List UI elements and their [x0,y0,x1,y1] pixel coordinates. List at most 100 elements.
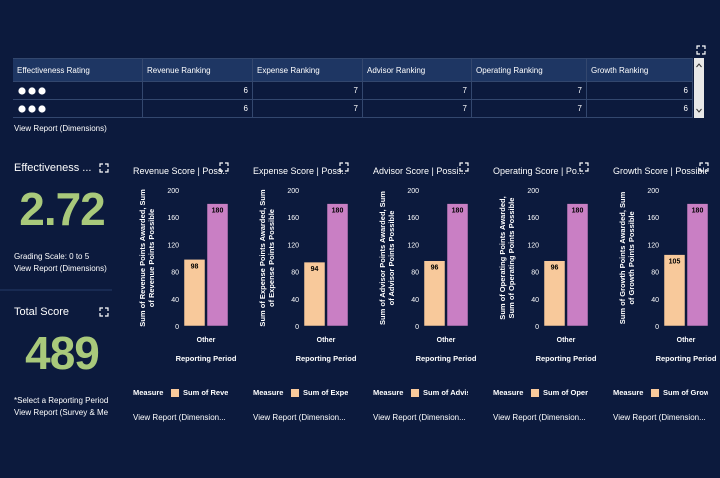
legend-title: Measure [253,388,284,397]
y-tick-label: 200 [527,188,539,195]
bar [663,254,686,327]
table-cell: 6 [143,82,253,100]
y-axis-label: Sum of Growth Points Awarded, Sum of Gro… [618,191,636,325]
legend-entry: Sum of Advis [423,388,468,397]
bar-label: 98 [191,263,199,270]
table-cell: 7 [363,100,472,118]
legend-swatch [291,389,299,397]
y-tick-label: 160 [167,215,179,222]
legend-title: Measure [133,388,164,397]
y-tick-label: 200 [647,188,659,195]
bar-label: 180 [452,208,464,215]
y-tick-label: 40 [531,297,539,304]
y-tick-label: 160 [647,215,659,222]
x-tick-label: Other [437,337,456,344]
table-cell: 6 [587,100,693,118]
expand-icon [699,162,709,172]
y-tick-label: 160 [527,215,539,222]
y-tick-label: 200 [167,188,179,195]
x-tick-label: Other [317,337,336,344]
legend-entry: Sum of Grow [663,388,708,397]
bar [566,203,589,327]
rating-dot [18,105,26,113]
y-tick-label: 120 [647,242,659,249]
y-tick-label: 200 [287,188,299,195]
table-header: Expense Ranking [253,58,363,82]
y-tick-label: 80 [291,270,299,277]
y-axis-label: Sum of Revenue Points Awarded, Sum of Re… [138,189,156,327]
chart-link[interactable]: View Report (Dimension... [493,413,586,422]
chart-link[interactable]: View Report (Dimension... [253,413,346,422]
y-tick-label: 0 [535,324,539,331]
bar-label: 105 [669,259,681,266]
x-axis-label: Reporting Period [175,354,237,363]
y-tick-label: 120 [407,242,419,249]
bar [206,203,229,327]
rating-dot [18,87,26,95]
y-tick-label: 120 [167,242,179,249]
chart-title: Advisor Score | Possi... [373,166,466,176]
table-cell: 6 [143,100,253,118]
bar-label: 180 [692,208,704,215]
bar [686,203,709,327]
bar [326,203,349,327]
chart-link[interactable]: View Report (Dimension... [373,413,466,422]
table-header: Growth Ranking [587,58,693,82]
x-axis-label: Reporting Period [655,354,717,363]
rating-dot [38,105,46,113]
kpi-note: *Select a Reporting Period [14,396,109,405]
table-cell: 7 [472,82,587,100]
legend-entry: Sum of Opera [543,388,588,397]
x-tick-label: Other [197,337,216,344]
bar [303,261,326,327]
expand-icon [99,163,109,173]
expand-icon [339,162,349,172]
x-axis-label: Reporting Period [295,354,357,363]
table-header: Revenue Ranking [143,58,253,82]
y-tick-label: 40 [411,297,419,304]
bar [183,259,206,327]
rating-dot [38,87,46,95]
expand-icon [696,45,706,55]
chart-title: Operating Score | Po... [493,166,585,176]
chart-link[interactable]: View Report (Dimension... [613,413,706,422]
x-tick-label: Other [677,337,696,344]
table-header: Advisor Ranking [363,58,472,82]
y-axis-label: Sum of Operating Points Awarded, Sum of … [498,196,516,320]
y-axis-label: Sum of Advisor Points Awarded, Sum of Ad… [378,191,396,325]
table-header: Effectiveness Rating [13,58,143,82]
kpi-value: 489 [25,327,100,379]
table-cell: 6 [587,82,693,100]
kpi-link[interactable]: View Report (Survey & Met [14,408,108,417]
scroll-down [696,108,702,113]
rating-cell [13,100,143,118]
kpi-note: Grading Scale: 0 to 5 [14,252,90,261]
expand-icon [459,162,469,172]
kpi-value: 2.72 [19,183,106,235]
table-cell: 7 [472,100,587,118]
legend-title: Measure [373,388,404,397]
chart-link[interactable]: View Report (Dimension... [133,413,226,422]
y-tick-label: 80 [411,270,419,277]
table-cell: 7 [253,82,363,100]
y-tick-label: 80 [531,270,539,277]
bar [543,260,566,327]
table-link[interactable]: View Report (Dimensions) [14,124,107,133]
bar-label: 96 [431,265,439,272]
legend-title: Measure [493,388,524,397]
y-tick-label: 0 [655,324,659,331]
x-axis-label: Reporting Period [535,354,597,363]
y-tick-label: 120 [287,242,299,249]
bar-label: 180 [572,208,584,215]
chart-title: Expense Score | Poss... [253,166,347,176]
legend-swatch [411,389,419,397]
y-tick-label: 80 [171,270,179,277]
table-cell: 7 [253,100,363,118]
kpi-link[interactable]: View Report (Dimensions) [14,264,107,273]
y-tick-label: 160 [287,215,299,222]
rating-dot [28,105,36,113]
legend-entry: Sum of Reven [183,388,228,397]
y-tick-label: 80 [651,270,659,277]
